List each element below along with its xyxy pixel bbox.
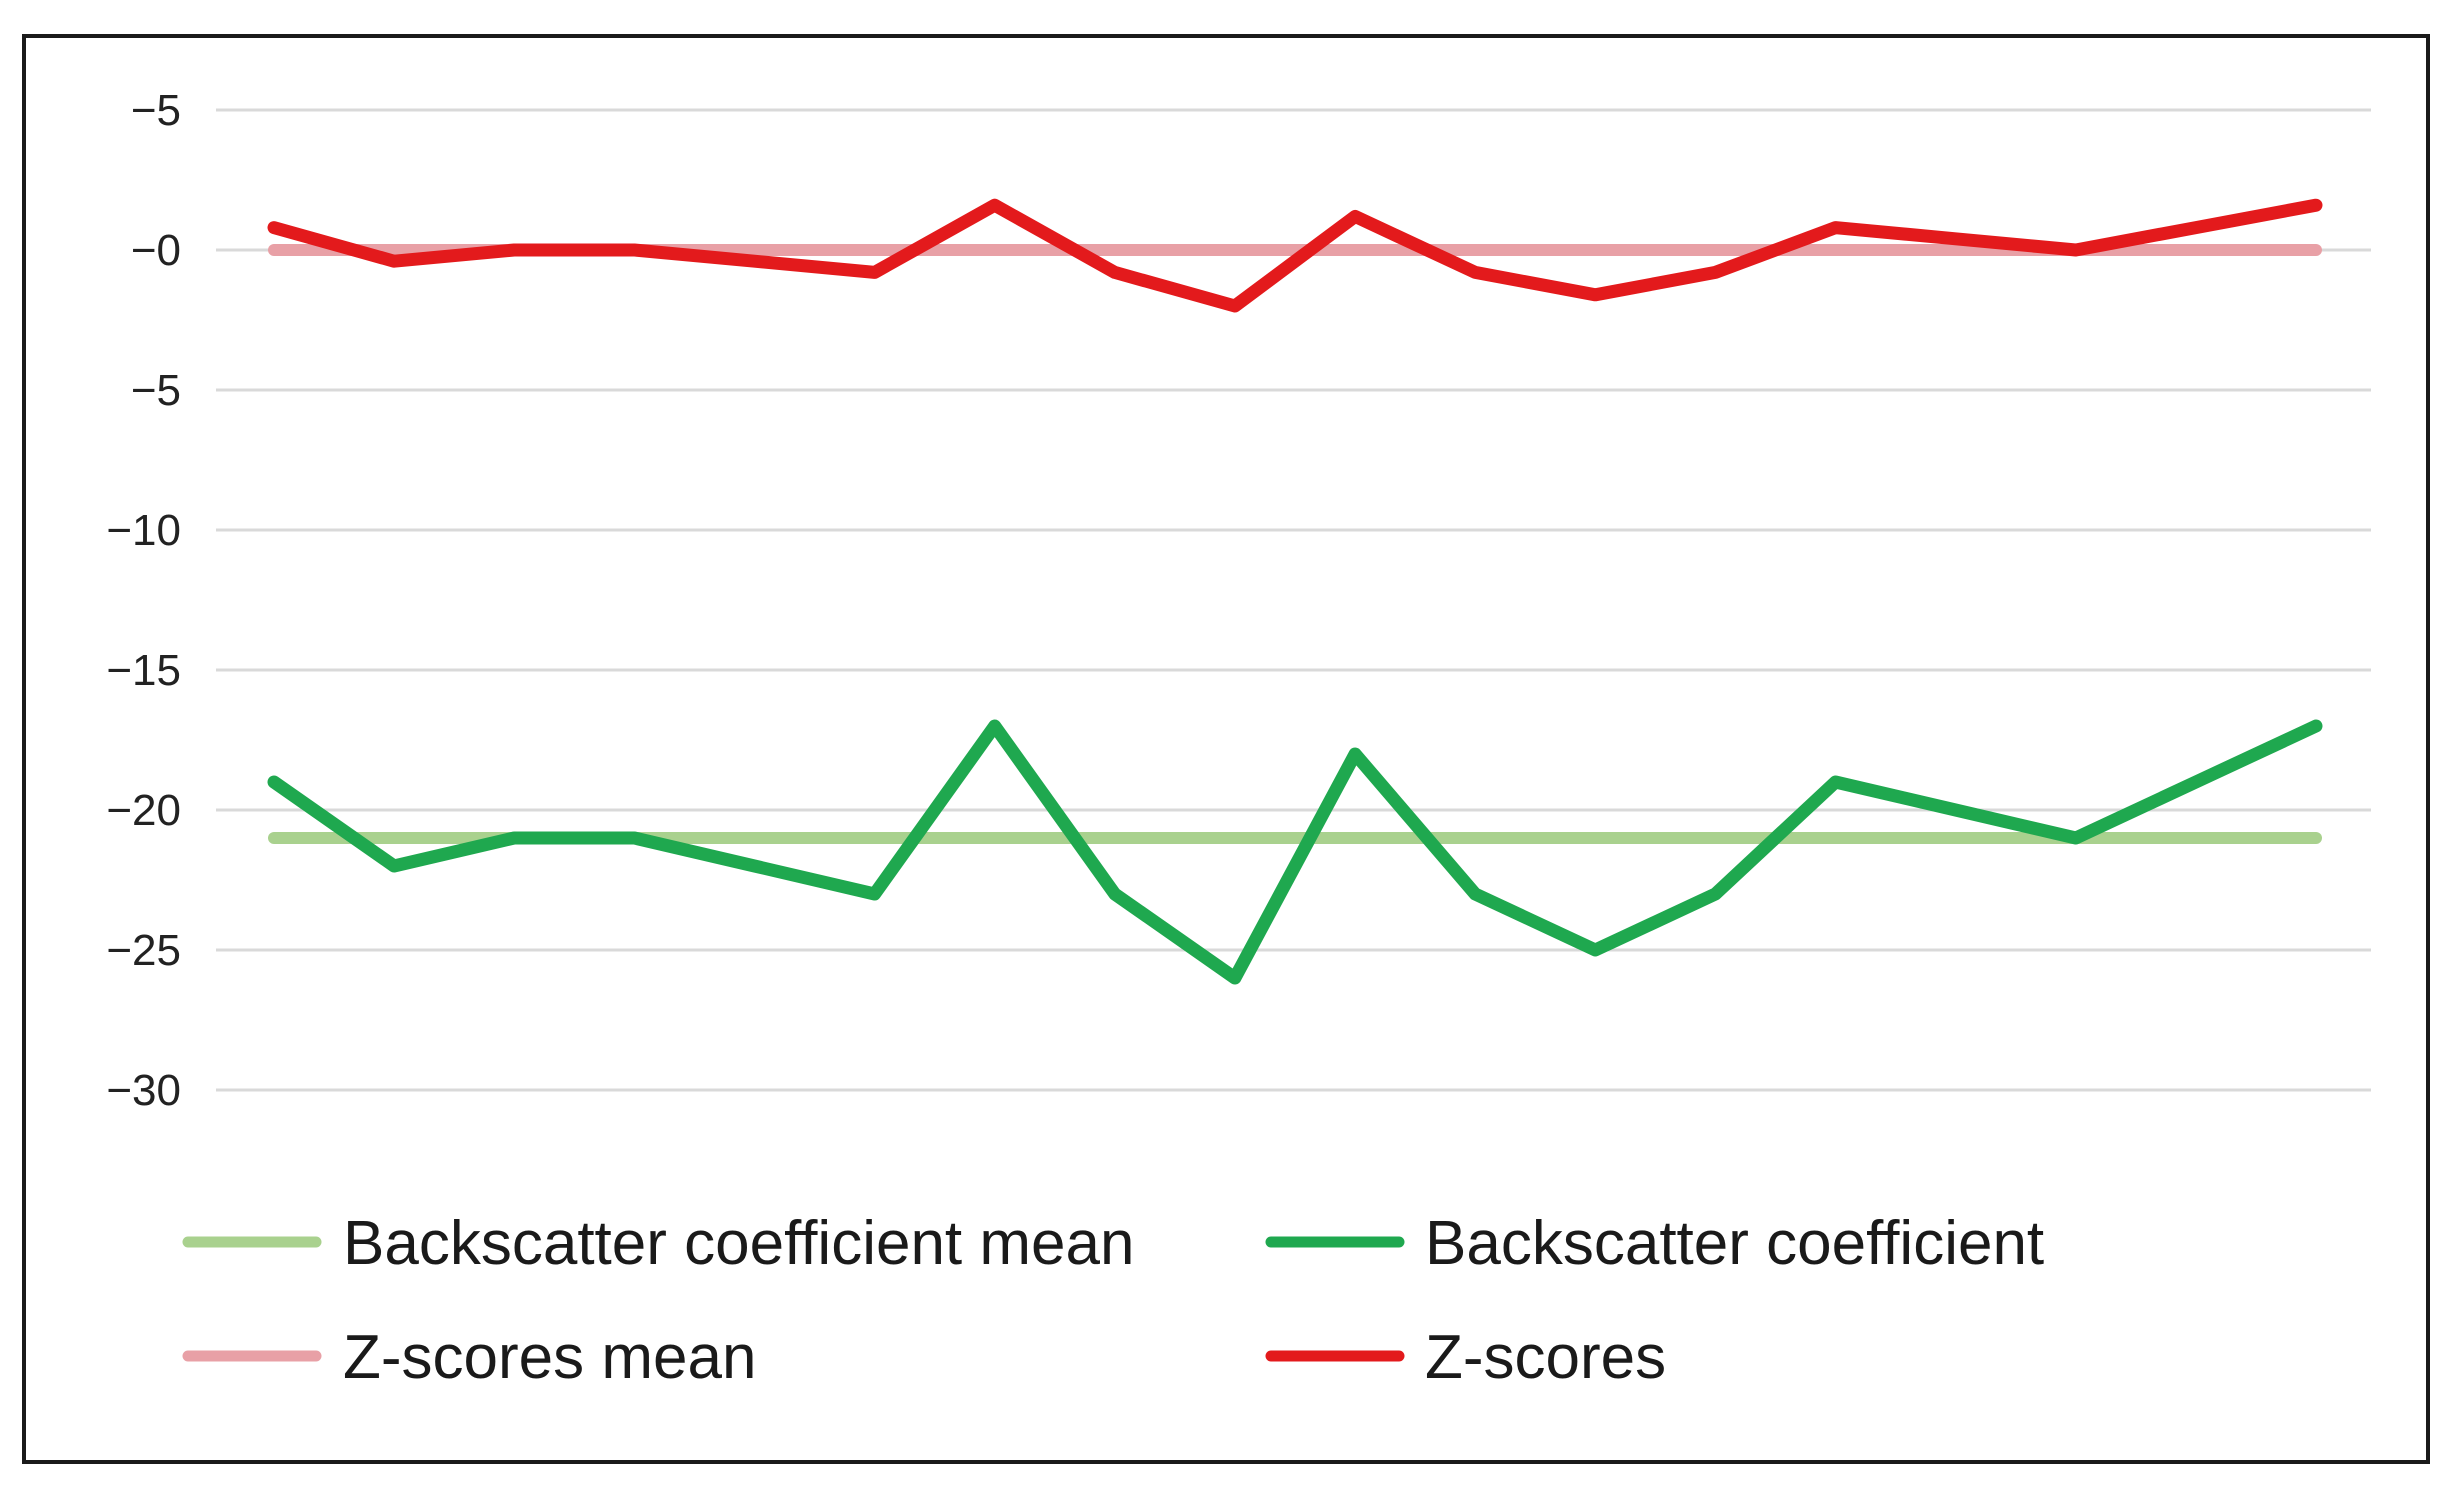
- legend-label-zscores-mean: Z-scores mean: [343, 1323, 756, 1392]
- y-axis-tick-labels: −5 −0 −5 −10 −15 −20 −25 −30: [106, 86, 181, 1115]
- series-lines: [267, 198, 2323, 985]
- legend-label-backscatter-mean: Backscatter coefficient mean: [343, 1209, 1134, 1278]
- y-tick-label: −10: [106, 506, 181, 555]
- y-tick-label: −15: [106, 646, 181, 695]
- line-chart: −5 −0 −5 −10 −15 −20 −25 −30 Backscatter coeffi…: [106, 86, 2371, 1392]
- zscores-line: [267, 198, 2323, 313]
- backscatter-line: [267, 719, 2323, 985]
- y-tick-label: −25: [106, 926, 181, 975]
- legend: Backscatter coefficient mean Backscatter…: [182, 1209, 2044, 1392]
- y-tick-label: −5: [131, 366, 181, 415]
- legend-label-backscatter: Backscatter coefficient: [1425, 1209, 2044, 1278]
- y-tick-label: −0: [131, 226, 181, 275]
- legend-label-zscores: Z-scores: [1425, 1323, 1666, 1392]
- y-tick-label: −5: [131, 86, 181, 135]
- y-tick-label: −20: [106, 786, 181, 835]
- y-tick-label: −30: [106, 1066, 181, 1115]
- chart-frame: −5 −0 −5 −10 −15 −20 −25 −30 Backscatter coeffi…: [22, 34, 2430, 1464]
